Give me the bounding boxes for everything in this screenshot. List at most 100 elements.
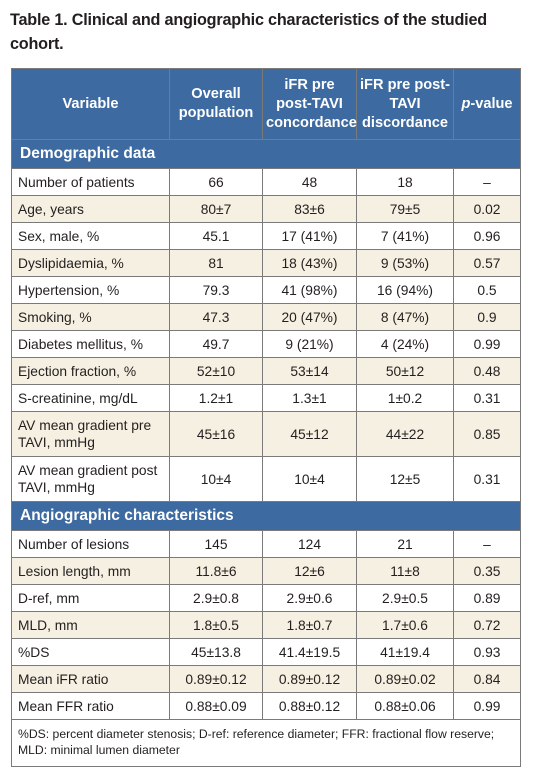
header-row: Variable Overall population iFR pre post…: [11, 68, 521, 140]
concordance-value: 124: [262, 530, 357, 558]
p-value: 0.96: [453, 222, 521, 250]
concordance-value: 10±4: [262, 456, 357, 502]
section-header: Demographic data: [11, 139, 521, 169]
discordance-value: 11±8: [356, 557, 454, 585]
discordance-value: 12±5: [356, 456, 454, 502]
table-row: Diabetes mellitus, % 49.7 9 (21%) 4 (24%) 0.…: [11, 330, 521, 358]
overall-value: 11.8±6: [169, 557, 263, 585]
discordance-value: 44±22: [356, 411, 454, 457]
p-value: 0.35: [453, 557, 521, 585]
discordance-value: 9 (53%): [356, 249, 454, 277]
concordance-value: 83±6: [262, 195, 357, 223]
angiographic-section: Angiographic characteristics Number of l…: [11, 501, 521, 720]
concordance-value: 1.8±0.7: [262, 611, 357, 639]
row-label: Number of patients: [11, 168, 170, 196]
row-label: Age, years: [11, 195, 170, 223]
concordance-value: 0.89±0.12: [262, 665, 357, 693]
table-footnote: %DS: percent diameter stenosis; D-ref: r…: [11, 719, 521, 767]
overall-value: 52±10: [169, 357, 263, 385]
p-value: –: [453, 168, 521, 196]
header-variable: Variable: [11, 68, 170, 140]
overall-value: 45.1: [169, 222, 263, 250]
concordance-value: 45±12: [262, 411, 357, 457]
row-label: D-ref, mm: [11, 584, 170, 612]
table-caption: Table 1. Clinical and angiographic chara…: [10, 11, 487, 53]
overall-value: 10±4: [169, 456, 263, 502]
table-row: Smoking, % 47.3 20 (47%) 8 (47%) 0.9: [11, 303, 521, 331]
overall-value: 45±13.8: [169, 638, 263, 666]
discordance-value: 7 (41%): [356, 222, 454, 250]
header-concordance: iFR pre post-TAVI concordance: [262, 68, 357, 140]
discordance-value: 16 (94%): [356, 276, 454, 304]
row-label: S-creatinine, mg/dL: [11, 384, 170, 412]
table-row: Age, years 80±7 83±6 79±5 0.02: [11, 195, 521, 223]
demographic-section: Demographic data Number of patients 66 48 1…: [11, 139, 521, 502]
concordance-value: 41 (98%): [262, 276, 357, 304]
discordance-value: 8 (47%): [356, 303, 454, 331]
overall-value: 1.8±0.5: [169, 611, 263, 639]
discordance-value: 0.89±0.02: [356, 665, 454, 693]
header-overall: Overall population: [169, 68, 263, 140]
discordance-value: 50±12: [356, 357, 454, 385]
row-label: Sex, male, %: [11, 222, 170, 250]
section-header: Angiographic characteristics: [11, 501, 521, 531]
overall-value: 0.89±0.12: [169, 665, 263, 693]
concordance-value: 53±14: [262, 357, 357, 385]
discordance-value: 1.7±0.6: [356, 611, 454, 639]
concordance-value: 1.3±1: [262, 384, 357, 412]
section-title: Demographic data: [11, 139, 521, 169]
footnote-section: %DS: percent diameter stenosis; D-ref: r…: [11, 719, 521, 767]
row-label: Ejection fraction, %: [11, 357, 170, 385]
concordance-value: 17 (41%): [262, 222, 357, 250]
concordance-value: 18 (43%): [262, 249, 357, 277]
discordance-value: 18: [356, 168, 454, 196]
concordance-value: 9 (21%): [262, 330, 357, 358]
table-row: D-ref, mm 2.9±0.8 2.9±0.6 2.9±0.5 0.89: [11, 584, 521, 612]
discordance-value: 0.88±0.06: [356, 692, 454, 720]
overall-value: 45±16: [169, 411, 263, 457]
row-label: AV mean gradient pre TAVI, mmHg: [11, 411, 170, 457]
p-value: 0.5: [453, 276, 521, 304]
p-value: 0.99: [453, 330, 521, 358]
row-label: Mean FFR ratio: [11, 692, 170, 720]
table-row: Sex, male, % 45.1 17 (41%) 7 (41%) 0.96: [11, 222, 521, 250]
p-value: 0.99: [453, 692, 521, 720]
concordance-value: 12±6: [262, 557, 357, 585]
p-value: 0.72: [453, 611, 521, 639]
discordance-value: 1±0.2: [356, 384, 454, 412]
overall-value: 145: [169, 530, 263, 558]
overall-value: 80±7: [169, 195, 263, 223]
overall-value: 2.9±0.8: [169, 584, 263, 612]
header-p-rest: -value: [470, 95, 513, 112]
row-label: Mean iFR ratio: [11, 665, 170, 693]
table-row: Mean FFR ratio 0.88±0.09 0.88±0.12 0.88±0.0…: [11, 692, 521, 720]
characteristics-table: Variable Overall population iFR pre post…: [11, 68, 521, 767]
table-row: AV mean gradient post TAVI, mmHg 10±4 10±4…: [11, 456, 521, 502]
p-value: 0.93: [453, 638, 521, 666]
row-label: Number of lesions: [11, 530, 170, 558]
row-label: Lesion length, mm: [11, 557, 170, 585]
table-row: Ejection fraction, % 52±10 53±14 50±12 0.48: [11, 357, 521, 385]
row-label: Smoking, %: [11, 303, 170, 331]
table-row: Dyslipidaemia, % 81 18 (43%) 9 (53%) 0.57: [11, 249, 521, 277]
p-value: 0.31: [453, 456, 521, 502]
header-p-italic: p: [461, 95, 471, 112]
p-value: 0.9: [453, 303, 521, 331]
row-label: MLD, mm: [11, 611, 170, 639]
concordance-value: 48: [262, 168, 357, 196]
discordance-value: 4 (24%): [356, 330, 454, 358]
row-label: AV mean gradient post TAVI, mmHg: [11, 456, 170, 502]
p-value: 0.02: [453, 195, 521, 223]
p-value: 0.31: [453, 384, 521, 412]
table-row: Number of patients 66 48 18–: [11, 168, 521, 196]
row-label: Hypertension, %: [11, 276, 170, 304]
row-label: Diabetes mellitus, %: [11, 330, 170, 358]
discordance-value: 2.9±0.5: [356, 584, 454, 612]
table-row: AV mean gradient pre TAVI, mmHg 45±16 45±1…: [11, 411, 521, 457]
concordance-value: 41.4±19.5: [262, 638, 357, 666]
overall-value: 66: [169, 168, 263, 196]
table-row: %DS 45±13.8 41.4±19.5 41±19.4 0.93: [11, 638, 521, 666]
header-p-value: p-value: [453, 68, 521, 140]
overall-value: 79.3: [169, 276, 263, 304]
